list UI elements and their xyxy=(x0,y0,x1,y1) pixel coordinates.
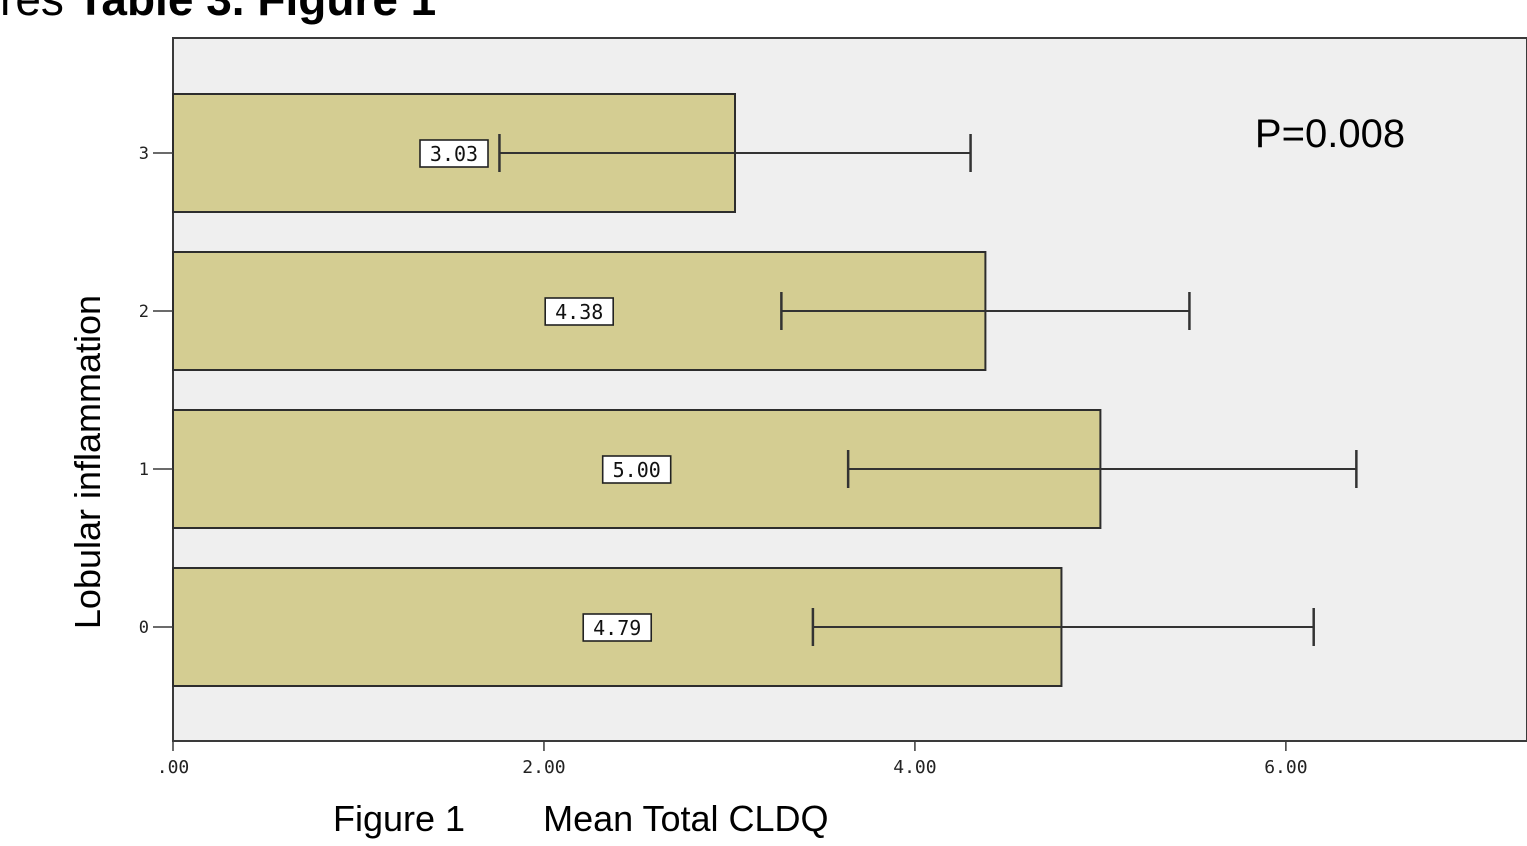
p-value-annotation: P=0.008 xyxy=(1255,112,1405,156)
value-label-2: 4.38 xyxy=(544,297,615,326)
value-label-text-3: 3.03 xyxy=(430,142,478,166)
y-tick-label-3: 3 xyxy=(139,144,149,164)
y-tick-label-0: 0 xyxy=(139,618,149,638)
axes-layer: 3 2 1 0 .00 2.00 4.00 6.00 xyxy=(139,144,1308,778)
value-label-text-0: 4.79 xyxy=(593,616,641,640)
page-title-prefix: res xyxy=(0,0,64,25)
page-title: res Table 3. Figure 1 xyxy=(0,0,436,22)
value-label-0: 4.79 xyxy=(582,613,653,642)
x-tick-label-3: 6.00 xyxy=(1264,757,1307,778)
y-axis-label: Lobular inflammation xyxy=(67,294,108,630)
value-label-1: 5.00 xyxy=(601,455,672,484)
value-label-box-3 xyxy=(419,139,489,168)
bars-layer: 3.03 4.38 5.00 4.79 xyxy=(172,93,1358,687)
y-tick-label-2: 2 xyxy=(139,302,149,322)
figure-label: Figure 1 xyxy=(333,798,466,839)
value-label-text-1: 5.00 xyxy=(613,458,661,482)
value-label-3: 3.03 xyxy=(419,139,489,168)
x-tick-label-0: .00 xyxy=(157,757,190,778)
error-bar-3 xyxy=(498,134,972,172)
page-title-main: Table 3. Figure 1 xyxy=(77,0,437,25)
value-label-box-2 xyxy=(544,297,615,326)
x-tick-label-1: 2.00 xyxy=(522,757,565,778)
value-label-box-1 xyxy=(601,455,672,484)
value-label-box-0 xyxy=(582,613,653,642)
x-tick-label-2: 4.00 xyxy=(893,757,936,778)
error-bar-1 xyxy=(846,450,1358,488)
y-tick-label-1: 1 xyxy=(139,460,149,480)
x-axis-label: Mean Total CLDQ xyxy=(543,798,829,839)
value-label-text-2: 4.38 xyxy=(555,300,603,324)
figure-caption: Figure 1 Mean Total CLDQ xyxy=(333,798,829,840)
error-bar-0 xyxy=(811,608,1315,646)
error-bar-2 xyxy=(780,292,1191,330)
